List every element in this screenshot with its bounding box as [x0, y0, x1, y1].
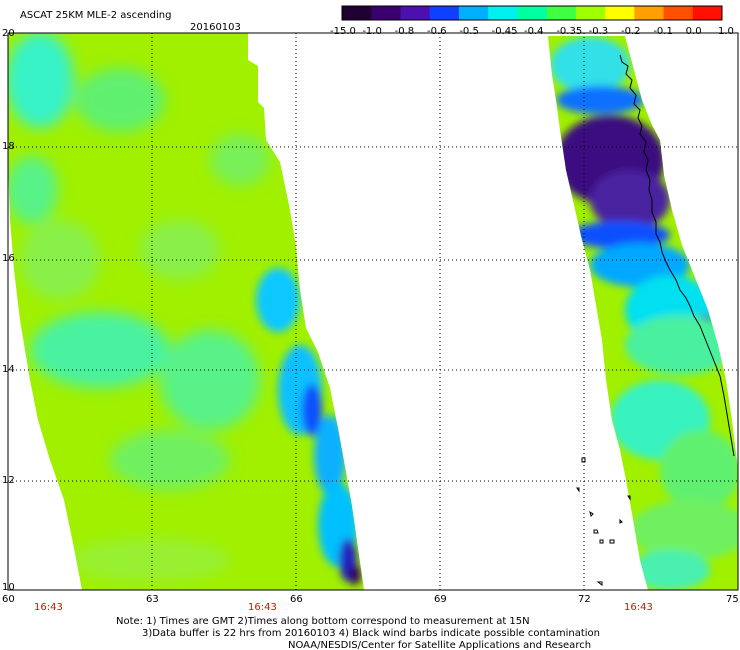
colorbar-swatch — [400, 6, 431, 20]
footnotes: Note: 1) Times are GMT 2)Times along bot… — [116, 616, 600, 650]
lon-label: 66 — [290, 594, 303, 605]
map-date: 20160103 — [190, 22, 241, 33]
latitude-labels: 20 18 16 14 12 10 — [2, 28, 15, 593]
longitude-labels: 60 63 66 69 72 75 — [2, 594, 739, 605]
colorbar: -15.0 -1.0 -0.8 -0.6 -0.5 -0.45 -0.4 -0.35 -0.3 -… — [330, 5, 734, 37]
colorbar-swatch — [488, 6, 518, 20]
colorbar-swatch — [517, 6, 548, 20]
note-line-2: 3)Data buffer is 22 hrs from 20160103 4)… — [142, 628, 600, 639]
colorbar-swatch — [575, 6, 606, 20]
lat-label: 12 — [2, 475, 15, 486]
note-line-1: Note: 1) Times are GMT 2)Times along bot… — [116, 616, 530, 627]
lon-label: 72 — [578, 594, 591, 605]
colorbar-label: -0.6 — [427, 26, 447, 37]
lon-label: 75 — [726, 594, 739, 605]
colorbar-swatch — [429, 6, 460, 20]
colorbar-label: -1.0 — [362, 26, 382, 37]
pass-time: 16:43 — [624, 602, 653, 613]
colorbar-label: -0.8 — [395, 26, 415, 37]
lon-label: 63 — [146, 594, 159, 605]
swath-west — [8, 33, 364, 590]
lat-label: 20 — [2, 28, 15, 39]
coastline — [576, 54, 735, 586]
lat-label: 16 — [2, 253, 15, 264]
pass-time: 16:43 — [34, 602, 63, 613]
colorbar-swatch — [546, 6, 577, 20]
map-frame — [7, 32, 739, 591]
pass-time: 16:43 — [248, 602, 277, 613]
colorbar-label: -0.3 — [589, 26, 609, 37]
lat-lon-grid — [8, 33, 738, 590]
colorbar-label: -0.4 — [524, 26, 544, 37]
map-title: ASCAT 25KM MLE-2 ascending — [20, 10, 171, 21]
lat-label: 18 — [2, 141, 15, 152]
colorbar-frame — [341, 5, 723, 21]
colorbar-swatch — [371, 6, 401, 20]
colorbar-label: -15.0 — [330, 26, 356, 37]
colorbar-swatch — [605, 6, 635, 20]
colorbar-label: -0.45 — [492, 26, 518, 37]
colorbar-label: -0.1 — [653, 26, 673, 37]
colorbar-swatch — [634, 6, 665, 20]
colorbar-label: 1.0 — [718, 26, 734, 37]
lon-label: 60 — [2, 594, 15, 605]
pass-times: 16:43 16:43 16:43 — [34, 602, 653, 613]
colorbar-swatch — [458, 6, 489, 20]
lat-label: 10 — [2, 582, 15, 593]
colorbar-label: -0.35 — [556, 26, 582, 37]
colorbar-label: -0.5 — [459, 26, 479, 37]
colorbar-swatch — [663, 6, 694, 20]
lat-label: 14 — [2, 364, 15, 375]
lon-label: 69 — [434, 594, 447, 605]
colorbar-swatch — [342, 6, 372, 20]
colorbar-swatch — [692, 6, 723, 20]
swath-east — [548, 36, 738, 590]
colorbar-label: -0.2 — [621, 26, 641, 37]
colorbar-label: 0.0 — [686, 26, 702, 37]
note-line-3: NOAA/NESDIS/Center for Satellite Applica… — [288, 640, 591, 650]
